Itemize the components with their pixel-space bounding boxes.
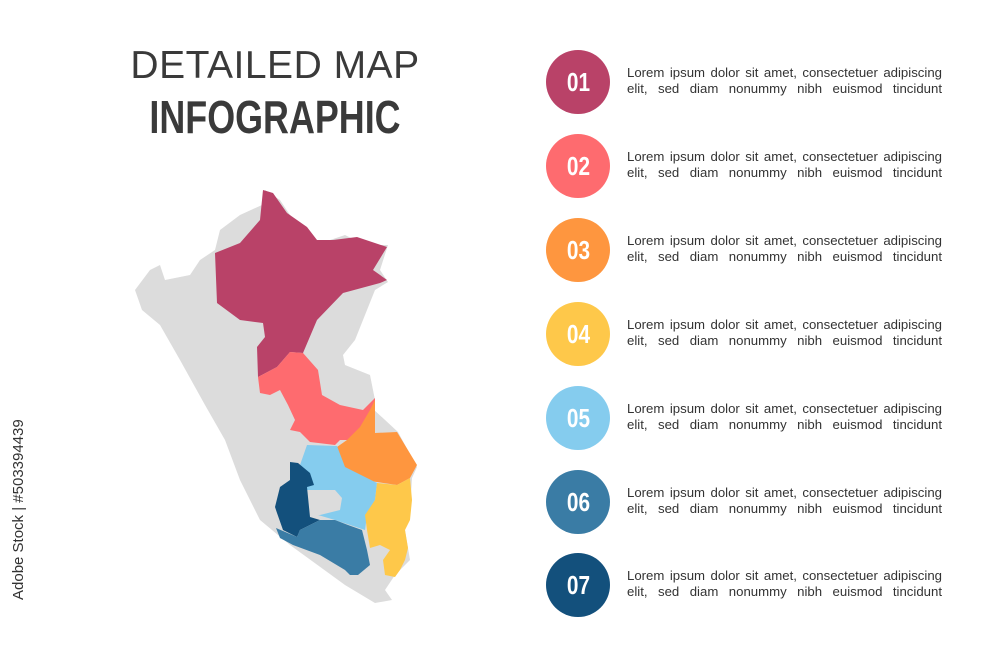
item-description: Lorem ipsum dolor sit amet, consectetuer… — [627, 65, 942, 96]
list-item-07: 07 Lorem ipsum dolor sit amet, consectet… — [546, 553, 966, 617]
number-label: 05 — [566, 402, 590, 433]
number-label: 06 — [566, 486, 590, 517]
number-badge: 03 — [546, 218, 610, 282]
number-badge: 05 — [546, 386, 610, 450]
stock-watermark-id: Adobe Stock | #503394439 — [10, 419, 27, 600]
list-item-06: 06 Lorem ipsum dolor sit amet, consectet… — [546, 470, 966, 534]
item-description: Lorem ipsum dolor sit amet, consectetuer… — [627, 485, 942, 516]
list-item-02: 02 Lorem ipsum dolor sit amet, consectet… — [546, 134, 966, 198]
map-region-2[interactable] — [258, 352, 375, 445]
map-region-7[interactable] — [275, 462, 320, 537]
map-region-1[interactable] — [215, 190, 387, 377]
item-description: Lorem ipsum dolor sit amet, consectetuer… — [627, 317, 942, 348]
item-description: Lorem ipsum dolor sit amet, consectetuer… — [627, 149, 942, 180]
number-badge: 06 — [546, 470, 610, 534]
number-badge: 02 — [546, 134, 610, 198]
number-badge: 01 — [546, 50, 610, 114]
item-description: Lorem ipsum dolor sit amet, consectetuer… — [627, 233, 942, 264]
number-badge: 07 — [546, 553, 610, 617]
list-item-04: 04 Lorem ipsum dolor sit amet, consectet… — [546, 302, 966, 366]
map-region-4[interactable] — [365, 478, 412, 577]
map-region-3[interactable] — [337, 400, 417, 485]
map-region-lake — [307, 490, 342, 515]
number-badge: 04 — [546, 302, 610, 366]
map-region-6[interactable] — [276, 520, 370, 575]
number-label: 01 — [566, 66, 590, 97]
item-description: Lorem ipsum dolor sit amet, consectetuer… — [627, 401, 942, 432]
number-label: 02 — [566, 150, 590, 181]
list-item-03: 03 Lorem ipsum dolor sit amet, consectet… — [546, 218, 966, 282]
title-detailed-map: DETAILED MAP — [130, 44, 420, 87]
list-item-01: 01 Lorem ipsum dolor sit amet, consectet… — [546, 50, 966, 114]
title-infographic: INFOGRAPHIC — [149, 91, 401, 143]
list-item-05: 05 Lorem ipsum dolor sit amet, consectet… — [546, 386, 966, 450]
number-label: 04 — [566, 318, 590, 349]
number-label: 03 — [566, 234, 590, 265]
number-label: 07 — [566, 569, 590, 600]
item-description: Lorem ipsum dolor sit amet, consectetuer… — [627, 568, 942, 599]
